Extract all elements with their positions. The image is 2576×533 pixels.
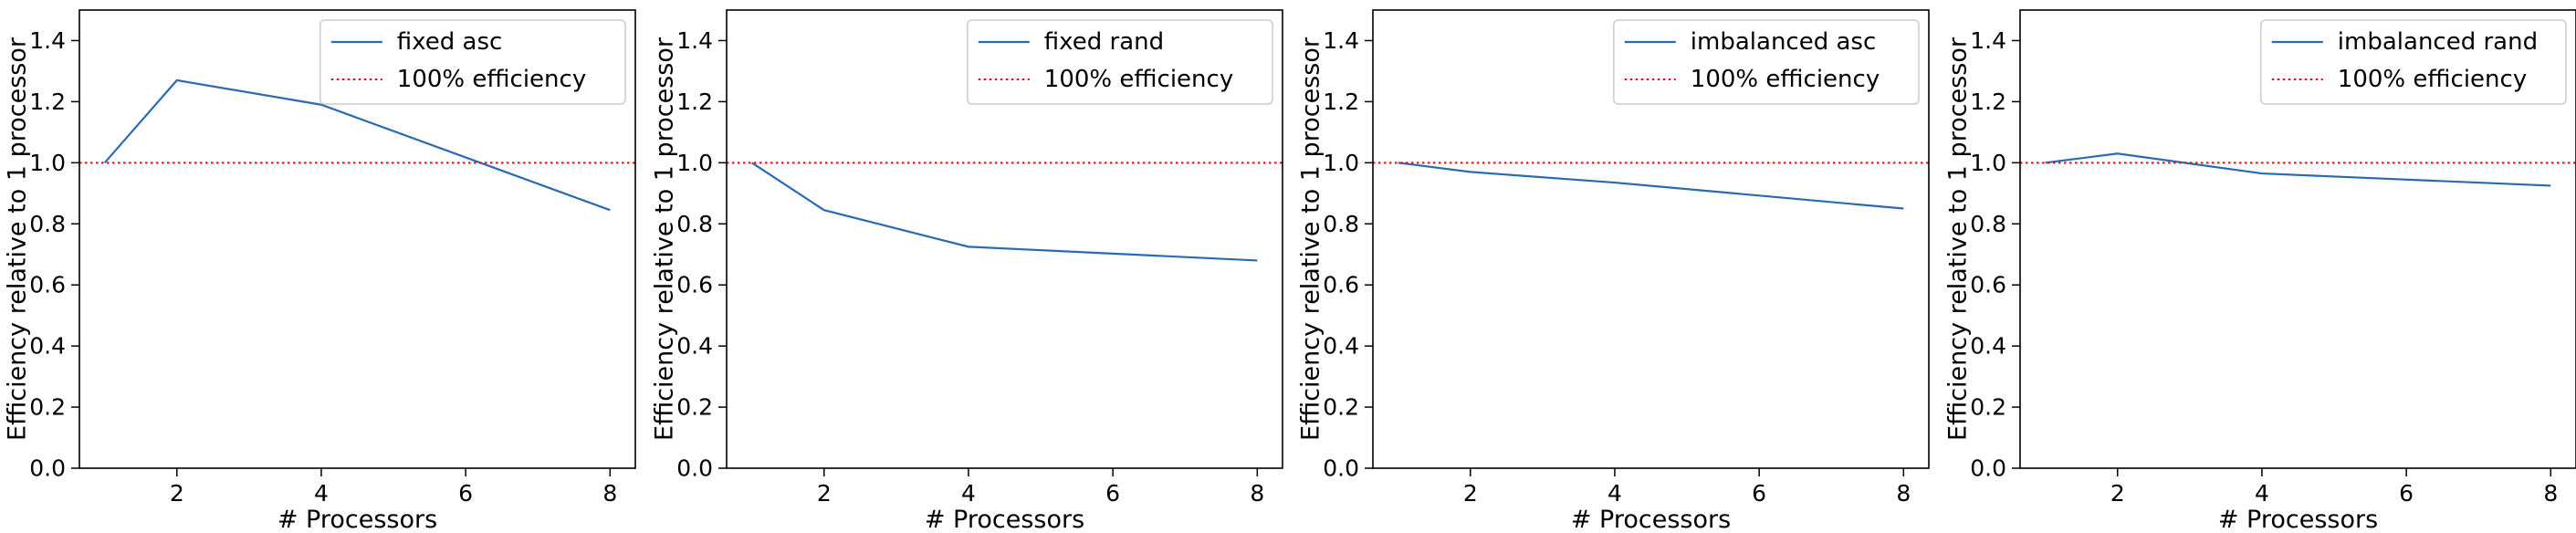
x-axis-label: # Processors [277,506,437,533]
y-tick-label: 0.6 [1970,272,2006,298]
y-tick-label: 1.0 [1970,150,2006,176]
y-tick-label: 0.8 [676,211,713,237]
legend-label: 100% efficiency [2338,66,2527,93]
y-tick-label: 0.8 [1323,211,1359,237]
x-tick-label: 6 [458,480,473,507]
legend-box [967,19,1273,105]
series-line [751,162,1258,262]
x-tick-label: 4 [1607,480,1622,507]
y-axis-label: Efficiency relative to 1 processor [651,37,679,441]
x-tick-label: 6 [2399,480,2414,507]
y-tick-label: 1.4 [676,27,713,54]
y-axis-label: Efficiency relative to 1 processor [1297,37,1325,441]
y-tick-label: 0.4 [1323,333,1359,360]
y-tick-label: 1.4 [1323,27,1359,54]
legend-box [2260,19,2567,105]
chart-panel-3: 0.0 0.2 0.4 0.6 0.8 1.0 1.2 1.4 2 4 6 8 # Processors… [1297,9,1930,533]
y-tick-label: 1.0 [29,150,66,176]
x-tick-label: 2 [2110,480,2125,507]
y-tick-label: 0.0 [1323,455,1359,482]
x-tick-label: 2 [170,480,184,507]
chart-panel-2: 0.0 0.2 0.4 0.6 0.8 1.0 1.2 1.4 2 4 6 8 # Processors… [651,9,1283,533]
y-axis-label: Efficiency relative to 1 processor [4,37,32,441]
x-tick-label: 6 [1752,480,1766,507]
y-tick-label: 0.4 [1970,333,2006,360]
x-axis-label: # Processors [925,506,1084,533]
x-tick-label: 4 [314,480,329,507]
x-tick-label: 8 [1250,480,1264,507]
y-tick-label: 0.0 [1970,455,2006,482]
x-axis-label: # Processors [2218,506,2378,533]
axes-frame [79,9,636,469]
y-tick-label: 0.2 [1970,394,2006,421]
x-tick-label: 6 [1105,480,1120,507]
chart-panel-1: 0.0 0.2 0.4 0.6 0.8 1.0 1.2 1.4 2 4 6 8 # Processors… [4,9,636,533]
y-tick-label: 0.4 [676,333,713,360]
x-tick-label: 8 [2543,480,2558,507]
y-tick-label: 0.2 [676,394,713,421]
y-tick-label: 1.2 [29,89,66,115]
legend-label: 100% efficiency [397,66,586,93]
y-tick-label: 1.4 [1970,27,2006,54]
y-tick-label: 0.8 [1970,211,2006,237]
x-tick-label: 2 [817,480,832,507]
x-tick-label: 8 [1896,480,1911,507]
legend-box [1613,19,1920,105]
y-tick-label: 1.2 [676,89,713,115]
legend-label: imbalanced rand [2338,28,2538,56]
legend: imbalanced asc 100% efficiency [1613,19,1920,105]
y-tick-label: 0.6 [1323,272,1359,298]
legend-label: imbalanced asc [1691,28,1876,56]
legend-label: 100% efficiency [1691,66,1880,93]
legend-box [319,19,626,105]
y-tick-label: 1.2 [1970,89,2006,115]
x-tick-label: 4 [2255,480,2269,507]
y-tick-label: 0.2 [1323,394,1359,421]
axes-frame [2019,9,2576,469]
y-tick-label: 1.0 [1323,150,1359,176]
series-line [103,78,611,212]
y-tick-label: 1.0 [676,150,713,176]
y-tick-label: 1.4 [29,27,66,54]
legend: fixed rand 100% efficiency [967,19,1273,105]
y-tick-label: 1.2 [1323,89,1359,115]
series-line [1398,162,1904,210]
axes-frame [1372,9,1930,469]
x-tick-label: 2 [1463,480,1478,507]
y-axis-label: Efficiency relative to 1 processor [1944,37,1973,441]
y-tick-label: 0.0 [29,455,66,482]
legend-label: fixed asc [397,28,503,56]
legend: fixed asc 100% efficiency [319,19,626,105]
y-tick-label: 0.4 [29,333,66,360]
chart-panel-4: 0.0 0.2 0.4 0.6 0.8 1.0 1.2 1.4 2 4 6 8 # Processors… [1944,9,2576,533]
y-tick-label: 0.6 [676,272,713,298]
x-tick-label: 8 [602,480,617,507]
x-tick-label: 4 [961,480,976,507]
y-tick-label: 0.2 [29,394,66,421]
x-axis-label: # Processors [1571,506,1731,533]
y-tick-label: 0.6 [29,272,66,298]
legend-label: fixed rand [1044,28,1164,56]
legend: imbalanced rand 100% efficiency [2260,19,2567,105]
y-tick-label: 0.8 [29,211,66,237]
axes-frame [726,9,1283,469]
legend-label: 100% efficiency [1044,66,1233,93]
series-line [2045,152,2551,187]
y-tick-label: 0.0 [676,455,713,482]
